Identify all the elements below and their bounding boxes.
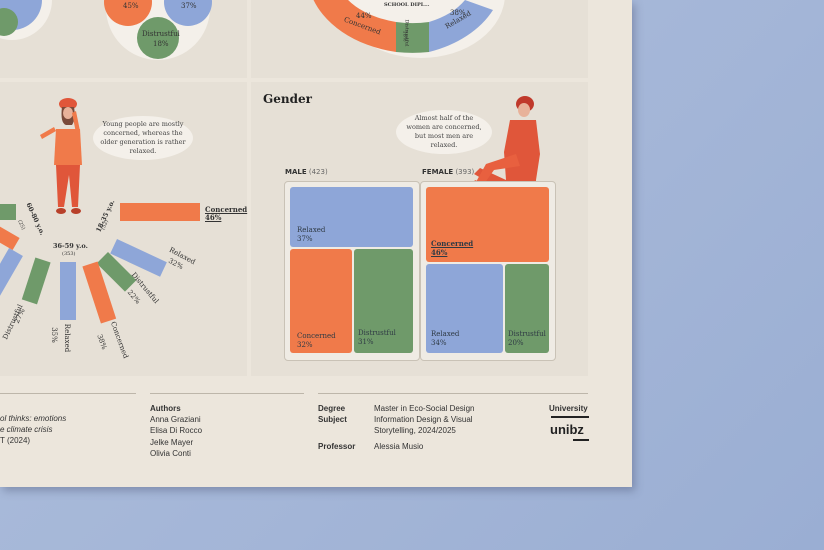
unibz-logo: unibz: [550, 416, 590, 441]
footer-title-line-1: ol thinks: emotions: [0, 414, 67, 423]
authors-block: Authors Anna Graziani Elisa Di Rocco Jel…: [150, 403, 202, 459]
female-distrustful-label: Distrustful: [508, 330, 546, 338]
male-relaxed-pct: 37%: [297, 235, 313, 243]
female-label: FEMALE (393): [422, 168, 474, 176]
male-label-text: MALE: [285, 168, 307, 176]
professor-label: Professor: [318, 442, 356, 451]
female-relaxed-label: Relaxed: [431, 330, 460, 338]
degree-label: Degree: [318, 404, 346, 413]
male-relaxed-cell: Relaxed 37%: [290, 187, 413, 247]
female-distrustful-pct: 20%: [508, 339, 524, 347]
top-right-school: SCHOOL DIPL...: [384, 2, 430, 8]
author-4: Olivia Conti: [150, 448, 191, 458]
female-concerned-pct: 46%: [431, 248, 448, 257]
female-concerned-cell: Concerned 46%: [426, 187, 549, 262]
age-group-2-label: 36-59 y.o.: [53, 242, 88, 250]
age-bar-5-pct: 35%: [49, 327, 58, 343]
top-right-distrustful-pct: 18%: [401, 30, 408, 42]
male-distrustful-label: Distrustful: [358, 329, 396, 337]
age-bar-5-name: Relaxed: [63, 323, 72, 353]
top-left-donuts: [0, 0, 212, 60]
gender-speech-bubble: Almost half of the women are concerned, …: [396, 110, 492, 154]
male-concerned-label: Concerned: [297, 332, 336, 340]
gender-title: Gender: [263, 92, 312, 106]
author-3: Jelke Mayer: [150, 437, 194, 447]
female-relaxed-cell: Relaxed 34%: [426, 264, 503, 353]
female-label-text: FEMALE: [422, 168, 454, 176]
female-distrustful-cell: Distrustful 20%: [505, 264, 549, 353]
degree-line-1: Master in Eco-Social Design: [374, 404, 475, 413]
male-relaxed-label: Relaxed: [297, 226, 326, 234]
top-left-distrustful: Distrustful: [142, 30, 180, 38]
authors-label: Authors: [150, 404, 181, 413]
author-2: Elisa Di Rocco: [150, 426, 203, 436]
university-label: University: [549, 404, 588, 413]
unibz-logo-text: unibz: [550, 422, 584, 437]
professor-name: Alessia Musio: [374, 442, 424, 451]
footer-rule-right: [318, 393, 588, 394]
top-right-relaxed-pct: 38%: [450, 9, 466, 17]
male-concerned-pct: 32%: [297, 341, 313, 349]
degree-block: Master in Eco-Social Design Information …: [374, 403, 474, 437]
age-bar-1-pct: 46%: [205, 213, 222, 222]
male-label: MALE (423): [285, 168, 328, 176]
footer-rule-mid: [150, 393, 304, 394]
top-right-concerned-pct: 44%: [356, 12, 372, 20]
degree-line-2: Information Design & Visual: [374, 415, 473, 425]
male-distrustful-pct: 31%: [358, 338, 374, 346]
woman-sitting-illustration: [444, 96, 540, 196]
top-right-donut: [313, 0, 505, 58]
male-concerned-cell: Concerned 32%: [290, 249, 352, 353]
top-left-right-pct: 37%: [181, 2, 197, 10]
female-count: (393): [455, 168, 475, 176]
male-count: (423): [308, 168, 328, 176]
author-1: Anna Graziani: [150, 415, 201, 425]
male-distrustful-cell: Distrustful 31%: [354, 249, 413, 353]
subject-label: Subject: [318, 415, 347, 424]
age-bar-1-name: Concerned: [205, 205, 248, 214]
age-group-2-count: (353): [62, 251, 76, 257]
female-concerned-label: Concerned: [431, 239, 474, 248]
footer-title-line-3: T (2024): [0, 436, 31, 446]
age-speech-bubble: Young people are mostly concerned, where…: [93, 116, 193, 160]
poster: 45% 37% Distrustful 18% 44% Concerned SC…: [0, 0, 632, 487]
unibz-logo-rule-top: [551, 416, 589, 418]
top-left-distrustful-pct: 18%: [153, 40, 169, 48]
footer-rule-left: [0, 393, 136, 394]
footer-title: ol thinks: emotions e climate crisis T (…: [0, 413, 66, 447]
unibz-logo-rule-bottom: [573, 438, 589, 441]
top-left-relaxed-pct: 45%: [123, 2, 139, 10]
footer-title-line-2: e climate crisis: [0, 425, 53, 435]
degree-line-3: Storytelling, 2024/2025: [374, 426, 456, 436]
age-radial-bars: [0, 203, 200, 324]
female-relaxed-pct: 34%: [431, 339, 447, 347]
young-person-illustration: [40, 98, 82, 214]
